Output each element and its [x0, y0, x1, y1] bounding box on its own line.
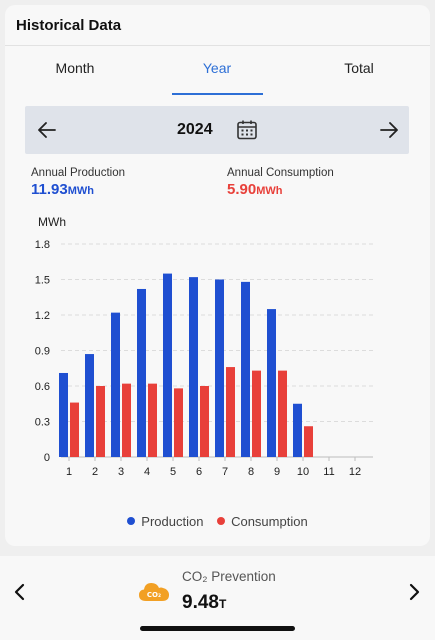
annual-production-unit: MWh — [67, 185, 94, 197]
period-tabs: Month Year Total — [5, 46, 430, 96]
annual-production-stat: Annual Production 11.93MWh — [31, 167, 125, 198]
arrow-left-icon[interactable] — [35, 118, 59, 142]
year-selector: 2024 — [25, 106, 409, 154]
annual-consumption-value: 5.90MWh — [227, 181, 334, 198]
legend-consumption-label: Consumption — [231, 513, 308, 529]
annual-production-number: 11.93 — [31, 181, 68, 198]
consumption-bar — [304, 426, 313, 457]
consumption-bar — [252, 370, 261, 457]
consumption-bar — [96, 386, 105, 457]
production-bar — [189, 277, 198, 457]
x-tick-label: 12 — [349, 466, 361, 478]
x-tick-label: 9 — [274, 466, 280, 478]
co2-panel: CO₂ CO₂ Prevention 9.48T — [0, 556, 435, 640]
x-tick-label: 10 — [297, 466, 309, 478]
consumption-bar — [278, 370, 287, 457]
production-bar — [241, 281, 250, 457]
tab-month[interactable]: Month — [55, 60, 95, 76]
legend-production-dot — [127, 517, 136, 525]
svg-text:CO₂: CO₂ — [147, 591, 161, 599]
annual-production-value: 11.93MWh — [31, 181, 125, 198]
selected-year: 2024 — [177, 121, 213, 138]
chevron-left-icon[interactable] — [10, 581, 30, 603]
production-bar — [293, 403, 302, 457]
y-tick-label: 1.8 — [35, 239, 50, 251]
consumption-bar — [174, 388, 183, 457]
annual-consumption-label: Annual Consumption — [227, 167, 334, 179]
production-bar — [85, 354, 94, 457]
tab-total[interactable]: Total — [344, 60, 374, 76]
annual-production-label: Annual Production — [31, 167, 125, 179]
x-tick-label: 1 — [66, 466, 72, 478]
annual-consumption-unit: MWh — [256, 185, 283, 197]
y-tick-label: 1.5 — [35, 275, 50, 287]
x-tick-label: 4 — [144, 466, 150, 478]
cloud-co2-icon: CO₂ — [139, 583, 170, 601]
legend-consumption-dot — [217, 517, 226, 525]
production-bar — [215, 279, 224, 457]
production-bar — [267, 309, 276, 457]
y-tick-label: 0.9 — [35, 346, 50, 358]
consumption-bar — [200, 386, 209, 457]
legend-consumption[interactable]: Consumption — [217, 514, 308, 529]
x-tick-label: 11 — [323, 466, 334, 478]
x-tick-label: 2 — [92, 466, 98, 478]
annual-consumption-number: 5.90 — [227, 181, 257, 198]
x-tick-label: 5 — [170, 466, 176, 478]
arrow-right-icon[interactable] — [377, 118, 401, 142]
co2-prevention-value: 9.48T — [182, 592, 226, 614]
co2-prevention-unit: T — [218, 597, 227, 611]
co2-prevention-label: CO₂ Prevention — [182, 569, 276, 584]
x-tick-label: 8 — [248, 466, 254, 478]
legend-production-label: Production — [141, 513, 204, 529]
x-tick-label: 3 — [118, 466, 124, 478]
consumption-bar — [122, 383, 131, 457]
legend-production[interactable]: Production — [127, 514, 203, 529]
y-tick-label: 0.3 — [35, 417, 50, 429]
chevron-right-icon[interactable] — [404, 581, 424, 603]
y-axis-label: MWh — [38, 215, 66, 229]
consumption-bar — [226, 367, 235, 457]
x-tick-label: 7 — [222, 466, 228, 478]
active-tab-indicator — [172, 93, 263, 95]
calendar-icon[interactable] — [236, 119, 258, 141]
historical-data-card: Historical Data Month Year Total 2024 An… — [5, 5, 430, 546]
production-bar — [137, 288, 146, 457]
home-indicator[interactable] — [140, 626, 295, 631]
production-bar — [59, 372, 68, 457]
annual-consumption-stat: Annual Consumption 5.90MWh — [227, 167, 334, 198]
y-tick-label: 1.2 — [35, 310, 50, 322]
y-tick-label: 0 — [44, 452, 50, 464]
card-title: Historical Data — [5, 5, 430, 46]
y-tick-label: 0.6 — [35, 381, 50, 393]
co2-prevention-number: 9.48 — [182, 592, 219, 613]
production-bar — [111, 312, 120, 457]
consumption-bar — [70, 402, 79, 457]
consumption-bar — [148, 383, 157, 457]
x-tick-label: 6 — [196, 466, 202, 478]
chart-legend: Production Consumption — [5, 513, 430, 529]
production-bar — [163, 273, 172, 457]
tab-year[interactable]: Year — [202, 60, 232, 76]
